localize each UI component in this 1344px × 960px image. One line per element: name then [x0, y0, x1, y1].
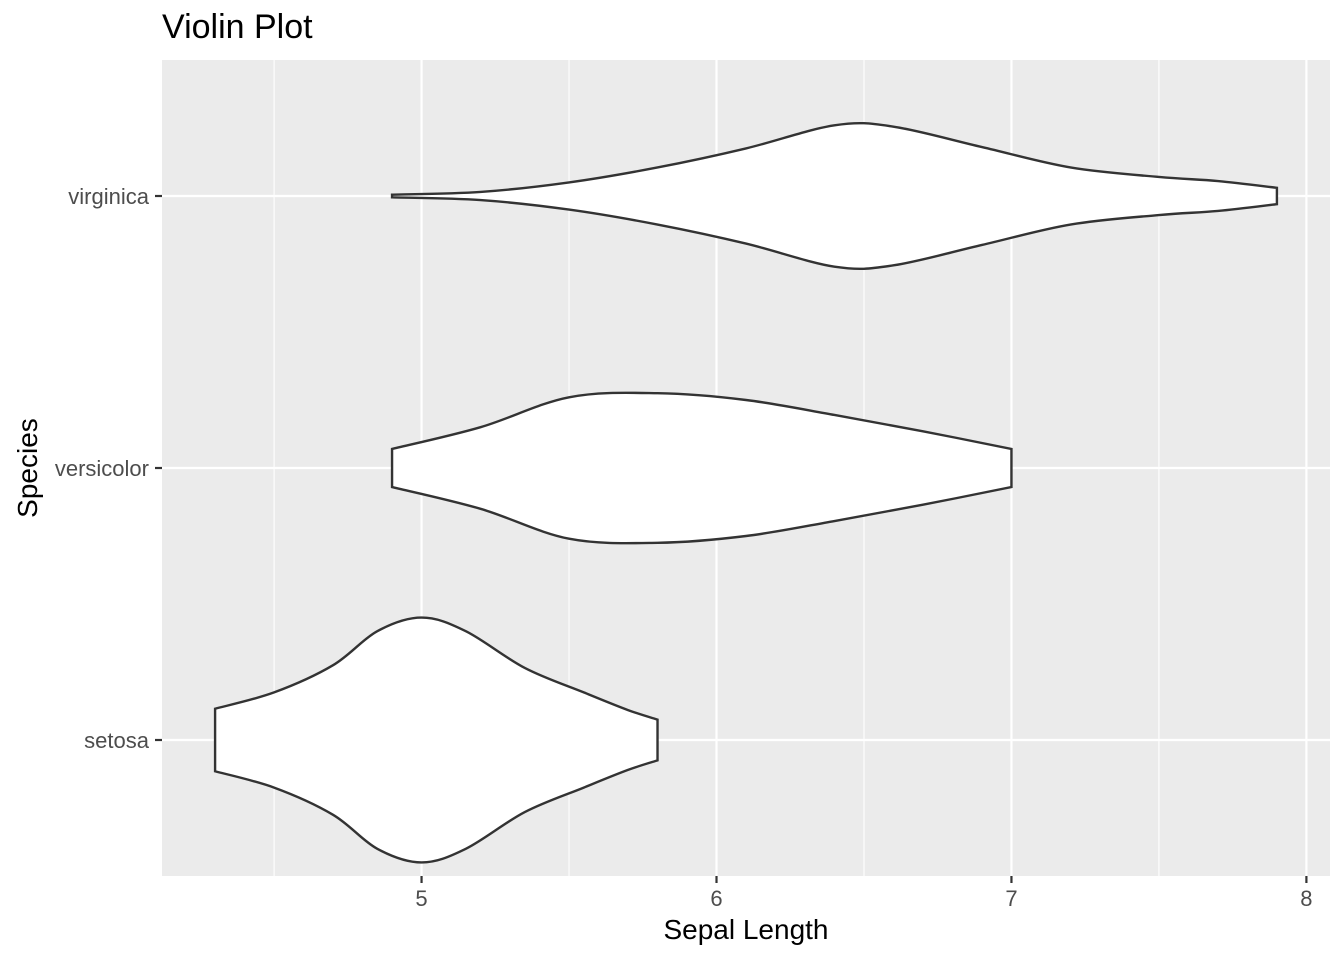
x-axis: 5 6 7 8 — [415, 876, 1313, 911]
violin-setosa — [213, 616, 659, 864]
violins — [213, 121, 1279, 864]
y-axis: setosa versicolor virginica — [55, 184, 162, 753]
violin-virginica — [390, 121, 1279, 271]
x-tick-label: 7 — [1005, 886, 1017, 911]
chart-title: Violin Plot — [162, 8, 313, 46]
x-axis-title: Sepal Length — [663, 914, 828, 945]
x-tick-label: 5 — [415, 886, 427, 911]
y-tick-label: virginica — [68, 184, 149, 209]
violin-versicolor — [390, 391, 1013, 545]
y-tick-label: versicolor — [55, 456, 149, 481]
x-tick-label: 8 — [1300, 886, 1312, 911]
y-axis-title: Species — [12, 418, 43, 518]
y-tick-label: setosa — [84, 728, 150, 753]
x-tick-label: 6 — [710, 886, 722, 911]
